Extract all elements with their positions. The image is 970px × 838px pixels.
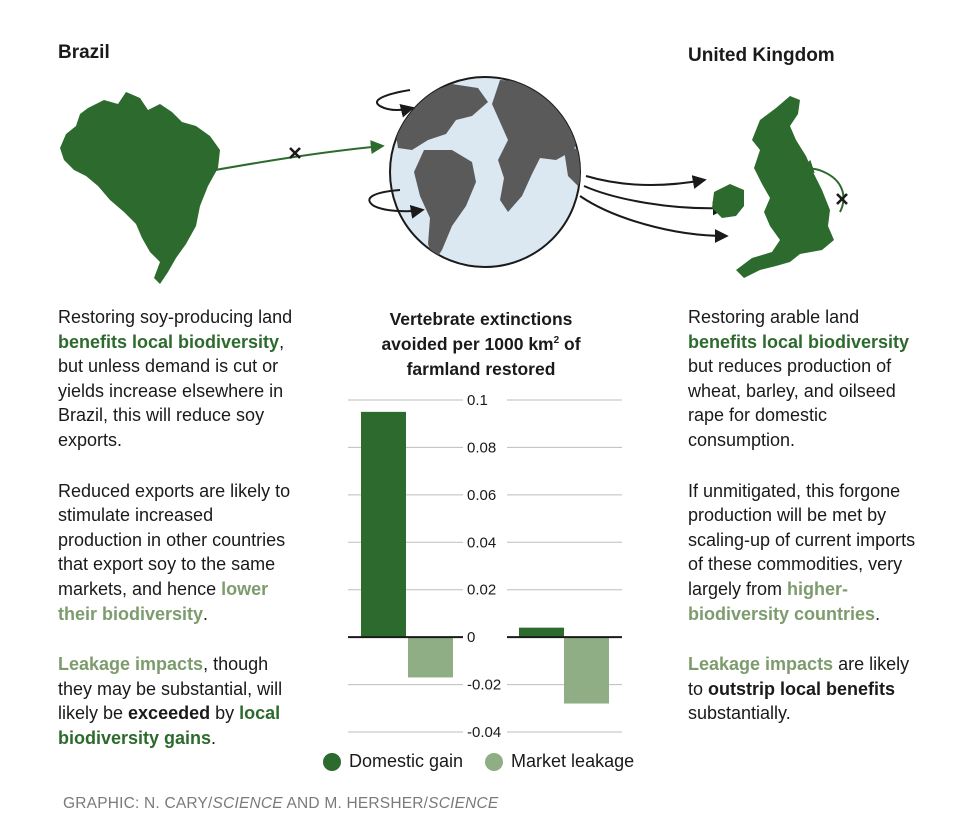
globe-rotation-arrow-top — [376, 89, 415, 118]
text-segment: higher-biodiversity countries — [688, 578, 876, 624]
brazil-paragraph-2: Reduced exports are likely to stimulate … — [58, 479, 296, 627]
graphic-credit: GRAPHIC: N. CARY/SCIENCE AND M. HERSHER/… — [63, 795, 499, 812]
text-segment: are likely to — [688, 654, 910, 699]
text-segment: lower their biodiversity — [58, 578, 269, 624]
text-segment: benefits local biodiversity — [58, 331, 280, 352]
text-segment: benefits local biodiversity — [688, 331, 910, 352]
text-segment: Reduced exports are likely to stimulate … — [58, 480, 291, 599]
text-segment: Leakage impacts — [58, 654, 204, 675]
text-segment: Leakage impacts — [688, 654, 834, 675]
chart-title-line-2: avoided per 1000 km2 of — [381, 334, 581, 354]
text-segment: but reduces production of wheat, barley,… — [688, 356, 896, 450]
uk-map — [712, 96, 834, 278]
legend-swatch-domestic — [323, 752, 341, 771]
uk-text: Restoring arable land benefits local bio… — [688, 305, 924, 752]
uk-import-arrow-1 — [585, 175, 707, 189]
brazil-title: Brazil — [58, 42, 110, 63]
legend-label-domestic: Domestic gain — [349, 751, 464, 771]
brazil-cross-icon — [289, 147, 301, 159]
uk-import-arrow-2 — [583, 185, 727, 216]
text-segment: by — [210, 703, 240, 724]
text-segment: . — [875, 603, 881, 624]
brazil-paragraph-1: Restoring soy-producing land benefits lo… — [58, 305, 296, 453]
text-segment: Restoring arable land — [688, 307, 860, 327]
uk-paragraph-3: Leakage impacts are likely to outstrip l… — [688, 652, 924, 726]
text-segment: outstrip local benefits — [708, 678, 896, 699]
text-segment: local biodiversity gains — [58, 703, 281, 748]
uk-paragraph-1: Restoring arable land benefits local bio… — [688, 305, 924, 453]
chart-title-line-1: Vertebrate extinctions — [389, 309, 573, 329]
text-segment: exceeded — [128, 703, 211, 724]
text-segment: . — [211, 727, 217, 748]
text-segment: substantially. — [688, 703, 791, 724]
uk-title: United Kingdom — [688, 45, 835, 66]
text-segment: , but unless demand is cut or yields inc… — [58, 331, 285, 450]
chart-legend: Domestic gain Market leakage — [323, 751, 634, 772]
brazil-map — [60, 92, 220, 284]
legend-label-leakage: Market leakage — [511, 751, 635, 771]
text-segment: . — [203, 603, 209, 624]
uk-paragraph-2: If unmitigated, this forgone production … — [688, 479, 924, 627]
uk-cross-icon — [836, 193, 848, 205]
text-segment: If unmitigated, this forgone production … — [688, 480, 916, 599]
text-segment: Restoring soy-producing land — [58, 307, 293, 327]
brazil-text: Restoring soy-producing land benefits lo… — [58, 305, 296, 777]
legend-swatch-leakage — [485, 752, 504, 771]
brazil-paragraph-3: Leakage impacts, though they may be subs… — [58, 652, 296, 750]
globe-rotation-arrow-bottom — [368, 189, 425, 219]
chart-title: Vertebrate extinctions avoided per 1000 … — [331, 307, 631, 382]
globe-icon — [389, 76, 581, 268]
text-segment: , though they may be substantial, will l… — [58, 654, 283, 724]
uk-import-arrow-3 — [579, 195, 729, 243]
chart-title-line-3: farmland restored — [406, 359, 556, 379]
